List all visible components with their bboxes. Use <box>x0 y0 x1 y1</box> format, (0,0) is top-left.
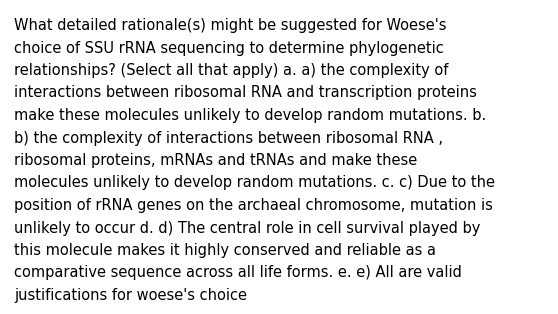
Text: justifications for woese's choice: justifications for woese's choice <box>14 288 247 303</box>
Text: unlikely to occur d. d) The central role in cell survival played by: unlikely to occur d. d) The central role… <box>14 220 480 236</box>
Text: interactions between ribosomal RNA and transcription proteins: interactions between ribosomal RNA and t… <box>14 85 477 100</box>
Text: this molecule makes it highly conserved and reliable as a: this molecule makes it highly conserved … <box>14 243 436 258</box>
Text: relationships? (Select all that apply) a. a) the complexity of: relationships? (Select all that apply) a… <box>14 63 449 78</box>
Text: molecules unlikely to develop random mutations. c. c) Due to the: molecules unlikely to develop random mut… <box>14 176 495 191</box>
Text: b) the complexity of interactions between ribosomal RNA ,: b) the complexity of interactions betwee… <box>14 131 443 145</box>
Text: ribosomal proteins, mRNAs and tRNAs and make these: ribosomal proteins, mRNAs and tRNAs and … <box>14 153 417 168</box>
Text: make these molecules unlikely to develop random mutations. b.: make these molecules unlikely to develop… <box>14 108 486 123</box>
Text: comparative sequence across all life forms. e. e) All are valid: comparative sequence across all life for… <box>14 266 462 280</box>
Text: position of rRNA genes on the archaeal chromosome, mutation is: position of rRNA genes on the archaeal c… <box>14 198 493 213</box>
Text: What detailed rationale(s) might be suggested for Woese's: What detailed rationale(s) might be sugg… <box>14 18 446 33</box>
Text: choice of SSU rRNA sequencing to determine phylogenetic: choice of SSU rRNA sequencing to determi… <box>14 41 444 56</box>
